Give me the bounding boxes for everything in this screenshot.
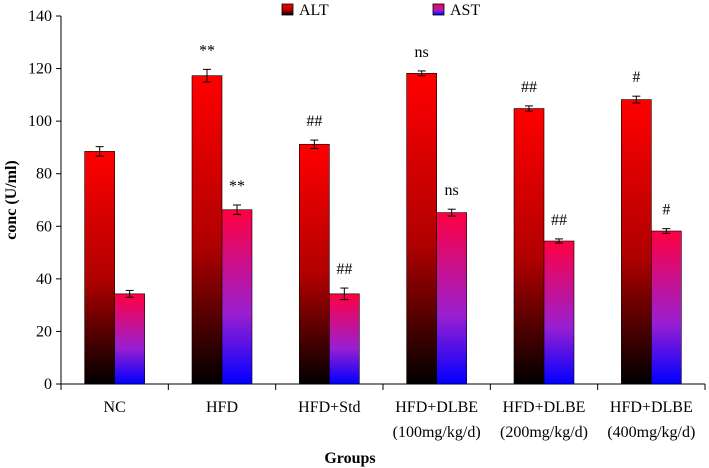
annotation-ast: ns [445, 182, 459, 199]
y-axis-ticks: 0 20 40 60 80 100 120 140 [28, 8, 61, 393]
y-tick-label: 60 [36, 218, 52, 235]
y-tick-label: 120 [28, 61, 52, 78]
axes [60, 16, 706, 390]
annotation-ast: ** [229, 178, 245, 195]
x-tick-label: HFD+DLBE [503, 399, 586, 416]
x-tick-label: (400mg/kg/d) [607, 424, 695, 441]
bar-ast [114, 293, 145, 385]
annotation-ast: ## [551, 212, 567, 229]
x-tick-label: (200mg/kg/d) [500, 424, 588, 441]
bar-alt [621, 99, 652, 385]
annotation-ast: # [662, 202, 670, 219]
significance-annotations: **##ns###**##ns### [199, 42, 670, 278]
bars [84, 73, 682, 385]
bar-ast [651, 230, 682, 385]
x-tick-label: HFD+DLBE [610, 399, 693, 416]
annotation-alt: ## [521, 79, 537, 96]
bar-alt [299, 143, 330, 385]
bar-alt [191, 75, 223, 385]
x-tick-label: NC [104, 399, 126, 416]
y-tick-label: 80 [36, 166, 52, 183]
x-axis-labels: NC HFD HFD+Std HFD+DLBE (100mg/kg/d) HFD+DLBE… [60, 384, 706, 441]
y-tick-label: 140 [28, 8, 52, 25]
y-tick-label: 20 [36, 323, 52, 340]
y-tick-label: 40 [36, 271, 52, 288]
bar-alt [513, 108, 545, 385]
legend-swatch-ast [432, 3, 445, 16]
annotation-alt: # [632, 69, 640, 86]
annotation-alt: ns [415, 44, 429, 61]
legend-swatch-alt [281, 3, 294, 16]
x-tick-label: (100mg/kg/d) [393, 424, 481, 441]
error-bars [95, 68, 671, 301]
bar-ast [221, 209, 253, 385]
legend-label-ast: AST [450, 2, 480, 19]
bar-alt [406, 73, 437, 385]
bar-ast [543, 240, 575, 385]
legend-label-alt: ALT [299, 2, 329, 19]
bar-alt [84, 151, 115, 385]
y-tick-label: 0 [44, 376, 52, 393]
annotation-ast: ## [336, 261, 352, 278]
annotation-alt: ## [306, 113, 322, 130]
x-tick-label: HFD+DLBE [395, 399, 478, 416]
legend: ALT AST [281, 2, 480, 19]
bar-ast [436, 212, 467, 385]
y-tick-label: 100 [28, 113, 52, 130]
x-axis-label: Groups [324, 450, 375, 467]
x-tick-label: HFD [206, 399, 238, 416]
bar-ast [329, 293, 360, 385]
y-axis-label: conc (U/ml) [3, 160, 20, 240]
x-tick-label: HFD+Std [298, 399, 360, 416]
annotation-alt: ** [199, 42, 215, 59]
